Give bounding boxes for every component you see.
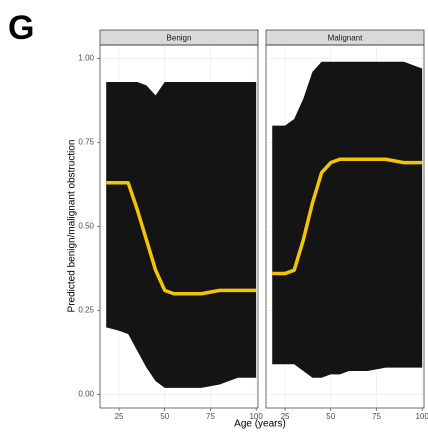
y-axis-title: Predicted benign/malignant obstruction bbox=[67, 140, 78, 313]
y-tick-label: 0.50 bbox=[78, 222, 94, 231]
x-tick-label: 25 bbox=[281, 412, 290, 421]
y-tick-label: 0.25 bbox=[78, 306, 94, 315]
x-tick-label: 25 bbox=[115, 412, 124, 421]
x-axis-title: Age (years) bbox=[234, 419, 286, 430]
panel-border bbox=[99, 44, 259, 409]
x-tick-label: 75 bbox=[206, 412, 215, 421]
x-tick-label: 100 bbox=[249, 412, 263, 421]
ice-band bbox=[272, 61, 423, 378]
y-tick-label: 1.00 bbox=[78, 54, 94, 63]
y-tick-label: 0.75 bbox=[78, 138, 94, 147]
x-tick-label: 100 bbox=[415, 412, 428, 421]
panel-title: Benign bbox=[167, 34, 192, 43]
y-tick-label: 0.00 bbox=[78, 390, 94, 399]
mean-line bbox=[106, 181, 257, 296]
x-tick-label: 50 bbox=[160, 412, 169, 421]
x-tick-label: 50 bbox=[326, 412, 335, 421]
ice-band bbox=[106, 81, 257, 388]
mean-line bbox=[272, 157, 423, 276]
panel-title: Malignant bbox=[328, 34, 363, 43]
panel-border bbox=[265, 44, 425, 409]
x-tick-label: 75 bbox=[372, 412, 381, 421]
panel-label: G bbox=[8, 9, 34, 47]
